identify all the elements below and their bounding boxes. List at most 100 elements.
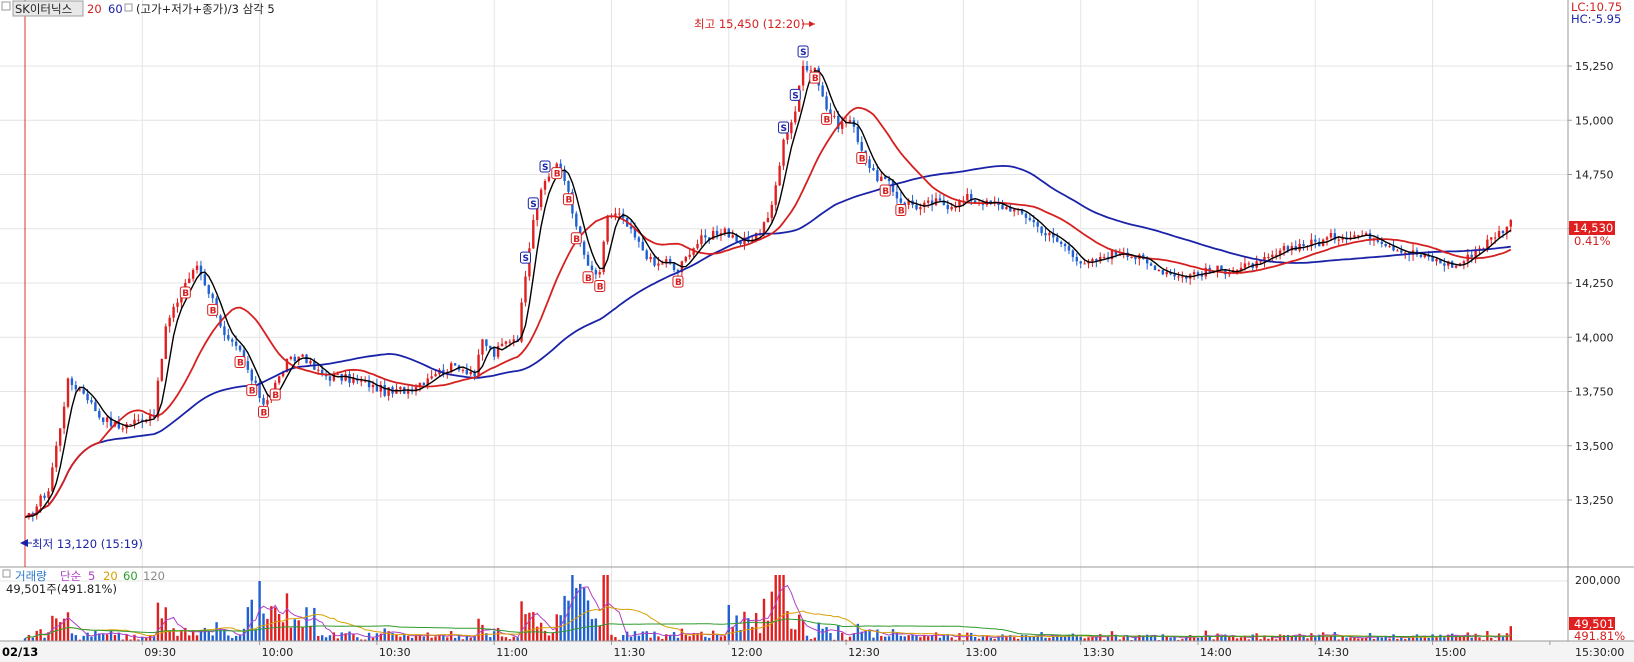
volume-bar: [180, 629, 183, 641]
volume-bar: [1298, 633, 1301, 641]
candle-body: [1216, 265, 1219, 273]
volume-bar: [993, 638, 996, 641]
volume-bar: [512, 636, 515, 641]
volume-bar: [817, 622, 820, 641]
date-label: 02/13: [2, 645, 38, 659]
candle-body: [774, 185, 777, 205]
volume-bar: [547, 635, 551, 641]
volume-bar: [622, 635, 625, 641]
candle-body: [1165, 272, 1168, 275]
candle-body: [55, 445, 58, 468]
volume-bar: [172, 628, 175, 641]
volume-bar: [770, 591, 774, 641]
y-tick-label: 15,250: [1575, 60, 1614, 73]
candle-body: [1470, 254, 1473, 257]
candle-body: [895, 191, 899, 199]
volume-bar: [614, 637, 617, 641]
candle-body: [1204, 267, 1208, 277]
candle-body: [422, 382, 426, 385]
candle-body: [1341, 237, 1344, 240]
volume-bar: [1447, 634, 1450, 641]
candle-body: [532, 220, 535, 249]
candle-body: [1102, 256, 1106, 258]
candle-body: [1462, 261, 1466, 264]
volume-bar: [82, 635, 85, 641]
volume-bar: [246, 607, 250, 641]
volume-bar: [899, 635, 903, 641]
volume-bar: [336, 638, 339, 641]
candle-body: [70, 378, 74, 385]
candle-body: [876, 170, 879, 182]
volume-bar: [332, 632, 336, 641]
volume-bar: [880, 635, 883, 641]
volume-bar: [625, 631, 629, 641]
candle-body: [1181, 276, 1184, 278]
volume-bar: [1302, 636, 1305, 641]
volume-bar: [586, 600, 590, 641]
volume-bar: [1275, 639, 1278, 641]
volume-bar: [1462, 636, 1466, 641]
volume-bar: [1435, 637, 1438, 641]
svg-text:S: S: [781, 124, 787, 134]
candle-body: [31, 513, 35, 516]
volume-bar: [227, 635, 230, 641]
volume-bar: [23, 638, 27, 641]
candle-body: [1474, 250, 1477, 257]
volume-bar: [1095, 636, 1098, 641]
candle-body: [469, 371, 472, 375]
volume-bar: [1173, 636, 1176, 641]
candle-body: [735, 235, 738, 242]
candle-body: [946, 204, 949, 210]
volume-bar: [872, 637, 875, 641]
volume-bar: [704, 636, 707, 641]
candle-body: [614, 213, 617, 216]
volume-bar: [1396, 638, 1399, 641]
volume-bar: [1013, 637, 1016, 641]
candle-body: [1032, 220, 1035, 223]
volume-bar: [645, 631, 648, 641]
candle-body: [39, 495, 42, 507]
candle-body: [1490, 237, 1493, 240]
volume-bar: [1083, 638, 1086, 641]
candle-body: [493, 348, 496, 357]
candle-body: [770, 204, 774, 218]
volume-bar: [1071, 633, 1075, 641]
candle-body: [289, 356, 293, 359]
volume-bar: [1056, 635, 1059, 641]
volume-bar: [782, 575, 785, 641]
candle-body: [970, 194, 973, 201]
volume-bar: [1040, 632, 1043, 641]
candle-body: [156, 380, 160, 418]
candle-body: [1259, 261, 1262, 263]
candle-body: [856, 126, 860, 142]
volume-bar: [794, 629, 797, 641]
candle-body: [958, 200, 961, 208]
volume-bar: [958, 633, 961, 641]
candle-body: [1212, 272, 1215, 274]
candle-body: [109, 417, 113, 427]
candle-body: [547, 176, 551, 182]
svg-text:B: B: [675, 278, 682, 288]
candle-body: [1200, 274, 1204, 277]
volume-bar: [109, 630, 113, 641]
volume-bar: [684, 634, 687, 641]
svg-text:B: B: [812, 74, 819, 84]
symbol-name: SK이터닉스: [15, 2, 72, 16]
buy-signal: [562, 193, 574, 206]
volume-bar: [1192, 636, 1196, 641]
candle-body: [320, 369, 324, 375]
y-tick-label: 14,000: [1575, 331, 1614, 344]
volume-bar: [1020, 634, 1024, 641]
volume-ma-label: 단순: [60, 569, 81, 583]
buy-signal: [570, 232, 582, 245]
candle-body: [1271, 254, 1274, 257]
volume-bar: [934, 632, 938, 641]
candle-body: [1001, 204, 1004, 210]
x-tick-label: 13:30: [1083, 646, 1115, 659]
volume-bar: [907, 635, 910, 641]
volume-bar: [340, 632, 343, 641]
candle-body: [1447, 261, 1450, 266]
volume-bar: [579, 583, 582, 641]
candle-body: [176, 302, 179, 307]
